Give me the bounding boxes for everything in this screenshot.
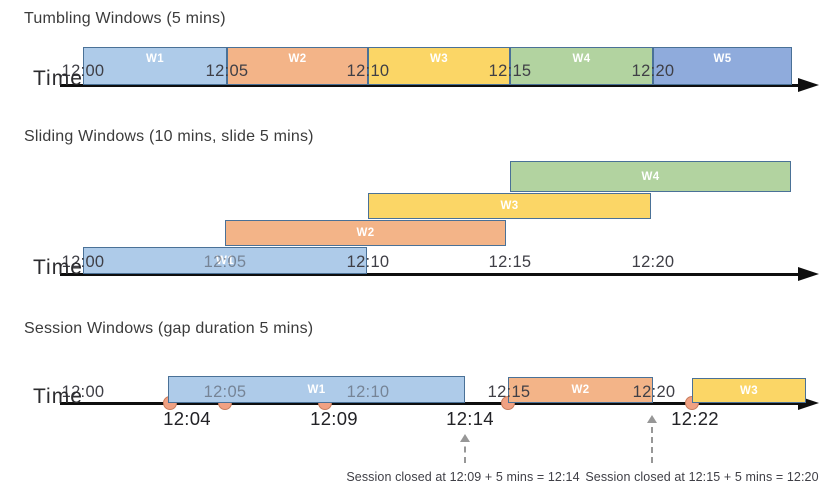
annotation-arrowhead-icon (460, 434, 470, 442)
sliding-window-w4: W4 (510, 161, 791, 192)
tumbling-time-axis-label: Time (33, 67, 83, 90)
session-window-w2: W2 (508, 377, 653, 403)
tumbling-section-title: Tumbling Windows (5 mins) (24, 10, 226, 27)
annotation-arrowhead-icon (647, 415, 657, 423)
window-label: W4 (641, 170, 660, 183)
tumbling-window-w2: W2 (227, 47, 368, 85)
tumbling-window-w4: W4 (510, 47, 653, 85)
sliding-section-title: Sliding Windows (10 mins, slide 5 mins) (24, 128, 314, 145)
window-label: W2 (356, 227, 375, 239)
window-label: W3 (739, 384, 759, 397)
window-label: W3 (429, 53, 449, 65)
session-time-axis-label: Time (33, 385, 83, 408)
annotation-up-arrow-1 (460, 434, 470, 463)
tumbling-window-w3: W3 (368, 47, 510, 85)
session-tick-1210: 12:10 (346, 383, 390, 401)
session-tick-1200: 12:00 (61, 383, 105, 401)
tumbling-tick-1200: 12:00 (61, 62, 105, 80)
window-label: W4 (572, 53, 591, 65)
tumbling-time-axis-arrowhead-icon (798, 78, 819, 92)
tumbling-tick-1210: 12:10 (346, 62, 390, 80)
session-window-w1: W1 (168, 376, 465, 403)
event-time-label-1214: 12:14 (446, 408, 494, 429)
sliding-tick-1215: 12:15 (488, 253, 532, 271)
annotation-up-arrow-2 (647, 415, 657, 463)
sliding-tick-1205: 12:05 (203, 253, 247, 271)
window-label: W5 (713, 53, 732, 65)
sliding-time-axis-arrowhead-icon (798, 267, 819, 281)
event-time-label-1209: 12:09 (310, 408, 358, 429)
sliding-window-w1: W1 (83, 247, 367, 274)
sliding-window-w2: W2 (225, 220, 506, 246)
window-label: W1 (215, 254, 235, 267)
window-label: W1 (145, 53, 165, 65)
event-time-label-1222: 12:22 (671, 408, 719, 429)
sliding-tick-1210: 12:10 (346, 253, 390, 271)
tumbling-window-w1: W1 (83, 47, 227, 85)
sliding-window-w3: W3 (368, 193, 651, 219)
event-time-label-1204: 12:04 (163, 408, 211, 429)
window-label: W3 (500, 200, 519, 212)
session-tick-1205: 12:05 (203, 383, 247, 401)
window-label: W1 (307, 383, 326, 396)
sliding-time-axis-label: Time (33, 256, 83, 279)
tumbling-window-w5: W5 (653, 47, 792, 85)
tumbling-time-axis-line (60, 84, 803, 87)
session-time-axis-line (60, 402, 803, 405)
tumbling-tick-1215: 12:15 (488, 62, 532, 80)
session-close-annotation-1: Session closed at 12:09 + 5 mins = 12:14 (346, 470, 580, 484)
tumbling-tick-1205: 12:05 (205, 62, 249, 80)
window-label: W2 (571, 384, 590, 396)
session-tick-1215: 12:15 (487, 383, 531, 401)
session-tick-1220: 12:20 (632, 383, 676, 401)
sliding-tick-1200: 12:00 (61, 253, 105, 271)
session-section-title: Session Windows (gap duration 5 mins) (24, 320, 314, 337)
session-close-annotation-2: Session closed at 12:15 + 5 mins = 12:20 (585, 470, 819, 484)
tumbling-tick-1220: 12:20 (631, 62, 675, 80)
sliding-tick-1220: 12:20 (631, 253, 675, 271)
session-window-w3: W3 (692, 378, 806, 403)
window-label: W2 (288, 53, 307, 65)
sliding-time-axis-line (60, 273, 803, 276)
